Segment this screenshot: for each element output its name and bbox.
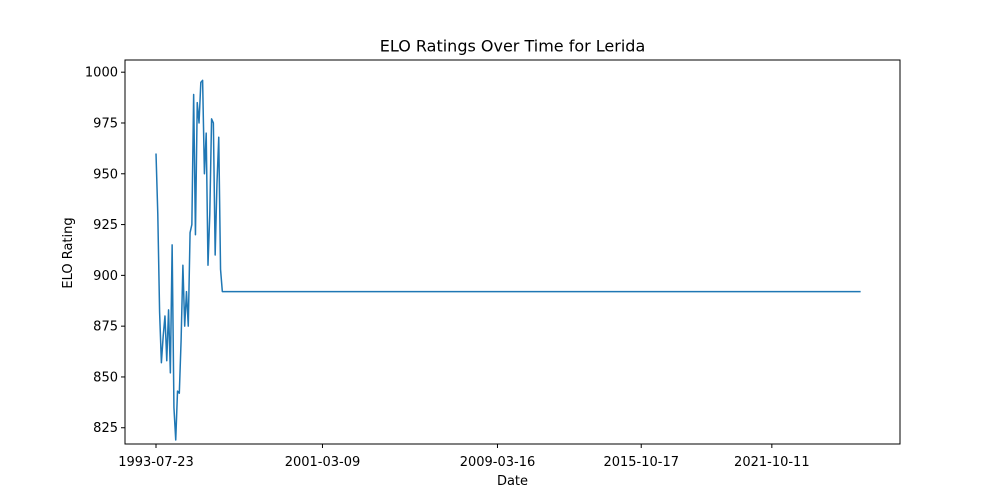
- y-axis: 825 850 875 900 925 950 975 1000: [85, 66, 125, 436]
- y-tick-label: 850: [93, 370, 118, 385]
- y-tick-label: 950: [93, 167, 118, 182]
- y-tick-label: 975: [93, 116, 118, 131]
- plot-area: [155, 79, 861, 441]
- x-axis: 1993-07-23 2001-03-09 2009-03-16 2015-10-17…: [118, 444, 810, 470]
- y-axis-label: ELO Rating: [61, 217, 76, 288]
- x-tick-label: 1993-07-23: [118, 455, 194, 470]
- y-tick-label: 900: [93, 269, 118, 284]
- x-tick-label: 2001-03-09: [285, 455, 361, 470]
- x-tick-label: 2015-10-17: [603, 455, 679, 470]
- x-tick-label: 2021-10-11: [734, 455, 810, 470]
- y-tick-label: 875: [93, 320, 118, 335]
- y-tick-label: 825: [93, 421, 118, 436]
- y-tick-label: 925: [93, 218, 118, 233]
- x-axis-label: Date: [497, 474, 528, 489]
- x-tick-label: 2009-03-16: [460, 455, 536, 470]
- chart-title: ELO Ratings Over Time for Lerida: [380, 37, 646, 56]
- plot-frame: [124, 59, 901, 445]
- y-tick-label: 1000: [85, 66, 118, 81]
- series-line-0: [155, 79, 861, 441]
